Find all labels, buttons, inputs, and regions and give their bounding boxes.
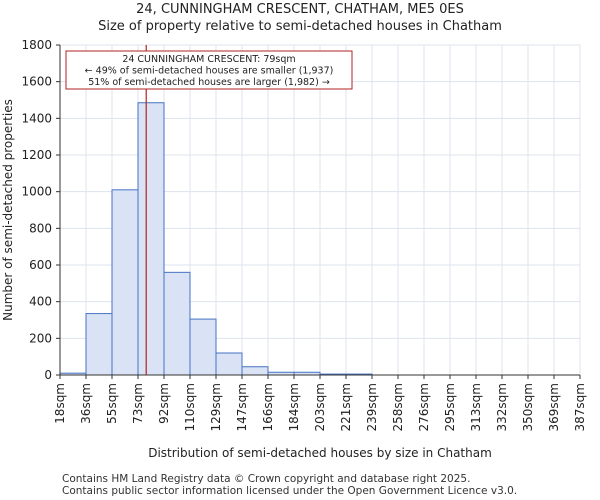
x-tick-label: 258sqm xyxy=(391,383,405,431)
histogram-bar xyxy=(241,366,269,376)
x-tick-label: 221sqm xyxy=(339,383,353,431)
footer-line-2: Contains public sector information licen… xyxy=(62,485,518,497)
x-tick-label: 387sqm xyxy=(573,383,587,431)
x-tick-label: 129sqm xyxy=(209,383,223,431)
y-tick-label: 1600 xyxy=(21,75,52,89)
y-tick-label: 1200 xyxy=(21,148,52,162)
footer-line-1: Contains HM Land Registry data © Crown c… xyxy=(62,473,471,485)
y-tick-label: 1000 xyxy=(21,185,52,199)
histogram-bar xyxy=(85,313,113,376)
x-tick-label: 55sqm xyxy=(105,383,119,424)
x-tick-label: 332sqm xyxy=(495,383,509,431)
x-tick-label: 36sqm xyxy=(79,383,93,424)
annotation-line: ← 49% of semi-detached houses are smalle… xyxy=(85,66,334,77)
histogram-bar xyxy=(163,271,191,376)
x-tick-label: 110sqm xyxy=(183,383,197,431)
y-tick-label: 1400 xyxy=(21,111,52,125)
x-tick-label: 184sqm xyxy=(287,383,301,431)
x-tick-label: 350sqm xyxy=(521,383,535,431)
histogram-bar xyxy=(215,352,243,376)
x-tick-label: 295sqm xyxy=(443,383,457,431)
y-tick-label: 600 xyxy=(29,258,52,272)
x-tick-label: 239sqm xyxy=(365,383,379,431)
chart-title: 24, CUNNINGHAM CRESCENT, CHATHAM, ME5 0E… xyxy=(136,2,464,17)
y-tick-label: 200 xyxy=(29,331,52,345)
histogram-bar xyxy=(137,102,165,376)
annotation-line: 24 CUNNINGHAM CRESCENT: 79sqm xyxy=(122,54,295,65)
y-tick-label: 1800 xyxy=(21,38,52,52)
y-tick-label: 800 xyxy=(29,221,52,235)
x-tick-label: 147sqm xyxy=(235,383,249,431)
y-tick-label: 400 xyxy=(29,295,52,309)
annotation-box xyxy=(65,50,353,90)
x-tick-label: 313sqm xyxy=(469,383,483,431)
y-axis-label: Number of semi-detached properties xyxy=(1,99,15,321)
x-tick-label: 73sqm xyxy=(131,383,145,424)
histogram-bar xyxy=(189,318,217,376)
x-tick-label: 369sqm xyxy=(547,383,561,431)
x-axis-label: Distribution of semi-detached houses by … xyxy=(148,446,492,460)
x-tick-label: 92sqm xyxy=(157,383,171,424)
x-tick-label: 203sqm xyxy=(313,383,327,431)
chart-subtitle: Size of property relative to semi-detach… xyxy=(98,19,502,34)
x-tick-label: 18sqm xyxy=(53,383,67,424)
x-tick-label: 276sqm xyxy=(417,383,431,431)
y-tick-label: 0 xyxy=(44,368,52,382)
x-tick-label: 166sqm xyxy=(261,383,275,431)
histogram-bar xyxy=(111,189,139,376)
annotation-line: 51% of semi-detached houses are larger (… xyxy=(88,77,330,88)
